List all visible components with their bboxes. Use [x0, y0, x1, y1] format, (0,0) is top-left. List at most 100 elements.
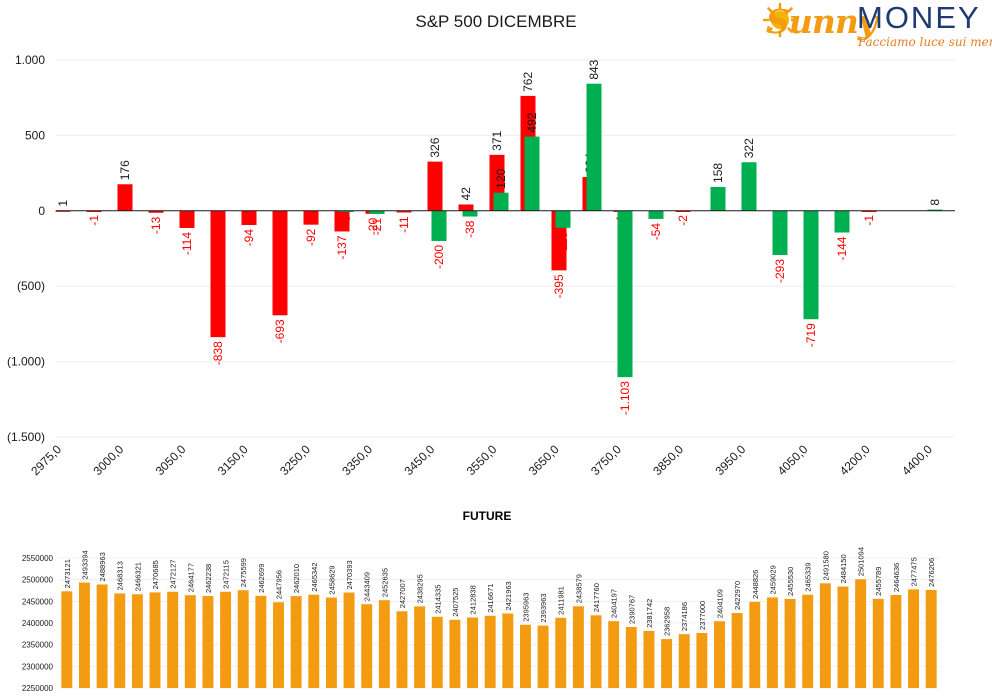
- bar: [586, 83, 602, 211]
- future-data-label: 2404197: [610, 589, 619, 618]
- future-bar: [202, 596, 214, 688]
- y-tick-label: (1.500): [7, 430, 45, 444]
- future-bar: [220, 591, 232, 688]
- future-bar: [890, 594, 902, 688]
- data-label: 42: [459, 187, 473, 201]
- bar: [241, 210, 257, 225]
- data-label: 322: [742, 138, 756, 158]
- future-bar: [766, 597, 778, 688]
- bar: [210, 210, 226, 338]
- data-label: -395: [552, 274, 566, 298]
- data-label: -200: [432, 245, 446, 269]
- bar: [741, 162, 757, 211]
- future-bar: [431, 616, 443, 688]
- x-tick-label: 4400,0: [899, 442, 935, 478]
- future-bar: [484, 615, 496, 688]
- x-tick-label: 3050,0: [153, 442, 189, 478]
- bar: [334, 210, 350, 232]
- future-bar: [114, 593, 126, 688]
- future-bar: [78, 582, 90, 688]
- future-bar: [908, 589, 920, 688]
- x-tick-label: 3950,0: [712, 442, 748, 478]
- future-data-label: 2465339: [804, 562, 813, 591]
- future-data-label: 2443409: [363, 572, 372, 601]
- future-bar: [467, 617, 479, 688]
- future-bar: [149, 592, 161, 688]
- data-label: 762: [521, 72, 535, 92]
- data-label: 492: [525, 112, 539, 132]
- future-data-label: 2438295: [416, 574, 425, 603]
- future-data-label: 2484150: [839, 554, 848, 583]
- future-data-label: 2381742: [645, 599, 654, 628]
- future-bar: [555, 617, 567, 688]
- future-data-label: 2448826: [751, 570, 760, 599]
- sp500-bar-chart: 1.0005000(500)(1.000)(1.500)1-1176-13-11…: [7, 53, 955, 478]
- x-tick-label: 3450,0: [401, 442, 437, 478]
- data-label: -293: [773, 259, 787, 283]
- future-data-label: 2472127: [169, 560, 178, 589]
- future-bar: [731, 613, 743, 688]
- y-tick-label: 500: [25, 128, 45, 142]
- bar: [493, 192, 509, 211]
- future-bar: [784, 598, 796, 688]
- future-data-label: 2477475: [910, 557, 919, 586]
- future-bar: [749, 601, 761, 688]
- y-tick-label: 1.000: [15, 53, 45, 67]
- future-data-label: 2470393: [345, 560, 354, 589]
- x-tick-label: 3750,0: [588, 442, 624, 478]
- data-label: -1: [862, 215, 876, 226]
- bar: [524, 136, 540, 211]
- future-data-label: 2462010: [292, 564, 301, 593]
- x-tick-label: 2975,0: [28, 442, 64, 478]
- x-tick-label: 3350,0: [339, 442, 375, 478]
- data-label: -3: [339, 215, 353, 226]
- future-data-label: 2455530: [786, 567, 795, 596]
- future-data-label: 2447956: [275, 570, 284, 599]
- future-data-label: 2414335: [433, 585, 442, 614]
- future-data-label: 2470685: [151, 560, 160, 589]
- bar: [431, 210, 447, 241]
- future-data-label: 2417760: [592, 583, 601, 612]
- x-tick-label: 3550,0: [464, 442, 500, 478]
- data-label: 843: [587, 59, 601, 79]
- data-label: -838: [211, 341, 225, 365]
- bar: [834, 210, 850, 233]
- future-bar: [590, 615, 602, 688]
- bar: [369, 210, 385, 214]
- sun-icon: [762, 2, 798, 38]
- data-label: 326: [428, 137, 442, 157]
- future-data-label: 2393963: [539, 593, 548, 622]
- future-data-label: 2416671: [486, 584, 495, 613]
- future-data-label: 2475599: [239, 558, 248, 587]
- data-label: -719: [804, 323, 818, 347]
- future-data-label: 2466321: [133, 562, 142, 591]
- future-data-label: 2455789: [874, 567, 883, 596]
- future-bar: [661, 639, 673, 688]
- bar: [179, 210, 195, 228]
- future-data-label: 2395963: [521, 593, 530, 622]
- x-tick-label: 3650,0: [526, 442, 562, 478]
- data-label: 8: [928, 199, 942, 206]
- bar: [927, 209, 943, 211]
- future-data-label: 2421963: [504, 581, 513, 610]
- future-data-label: 2458629: [327, 565, 336, 594]
- data-label: -54: [649, 223, 663, 241]
- future-bar: [714, 621, 725, 688]
- future-data-label: 2404109: [716, 589, 725, 618]
- x-tick-label: 4200,0: [837, 442, 873, 478]
- logo-brand-sunny: Sunny: [766, 2, 877, 41]
- y-tick-label: 2350000: [22, 641, 54, 650]
- future-data-label: 2464177: [186, 563, 195, 592]
- data-label: -2: [676, 215, 690, 226]
- brand-logo: Sunny MONEY Facciamo luce sui mercati: [760, 0, 992, 52]
- future-bar: [325, 597, 337, 688]
- logo-tagline: Facciamo luce sui mercati: [858, 35, 992, 49]
- bar: [117, 184, 133, 211]
- future-data-label: 2407525: [451, 588, 460, 617]
- future-data-label: 2459029: [768, 565, 777, 594]
- bar: [396, 210, 412, 213]
- data-label: -137: [335, 235, 349, 259]
- future-data-label: 2472115: [222, 560, 231, 589]
- future-bar: [449, 619, 461, 688]
- future-bar: [61, 591, 73, 688]
